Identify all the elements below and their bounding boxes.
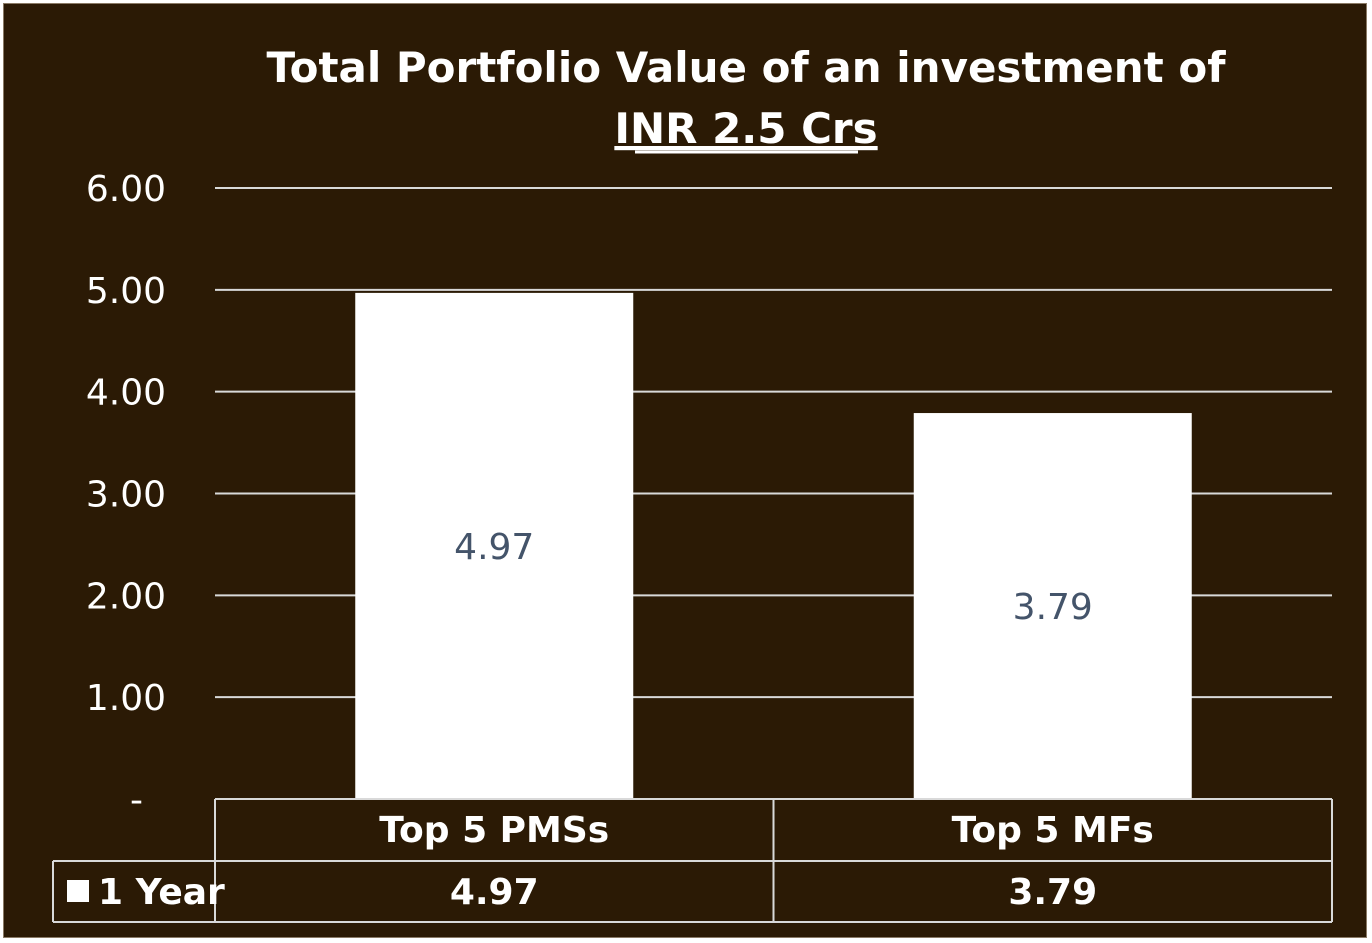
x-category-label: Top 5 MFs [952,810,1154,851]
x-category-label: Top 5 PMSs [379,810,609,851]
chart-title-line-2: INR 2.5 Crs [614,104,877,153]
bar-data-label: 4.97 [454,527,534,568]
y-tick-label: - [130,780,143,821]
y-tick-label: 4.00 [86,373,166,414]
table-value: 3.79 [1008,872,1097,913]
y-tick-label: 2.00 [86,576,166,617]
bar [355,292,634,799]
data-table: Top 5 PMSs 4.97 Top 5 MFs 3.79 1 Year [52,798,1333,923]
y-tick-label: 5.00 [86,271,166,312]
y-axis-ticks: - 1.00 2.00 3.00 4.00 5.00 6.00 [86,169,166,821]
y-tick-label: 1.00 [86,678,166,719]
legend-key [67,880,89,902]
table-value: 4.97 [450,872,539,913]
y-tick-label: 3.00 [86,475,166,516]
bars: 4.97 3.79 [355,292,1192,799]
bar [913,413,1192,799]
legend-series-name: 1 Year [98,872,225,913]
y-tick-label: 6.00 [86,169,166,210]
chart-title-line-1: Total Portfolio Value of an investment o… [267,43,1227,92]
bar-data-label: 3.79 [1013,587,1093,628]
